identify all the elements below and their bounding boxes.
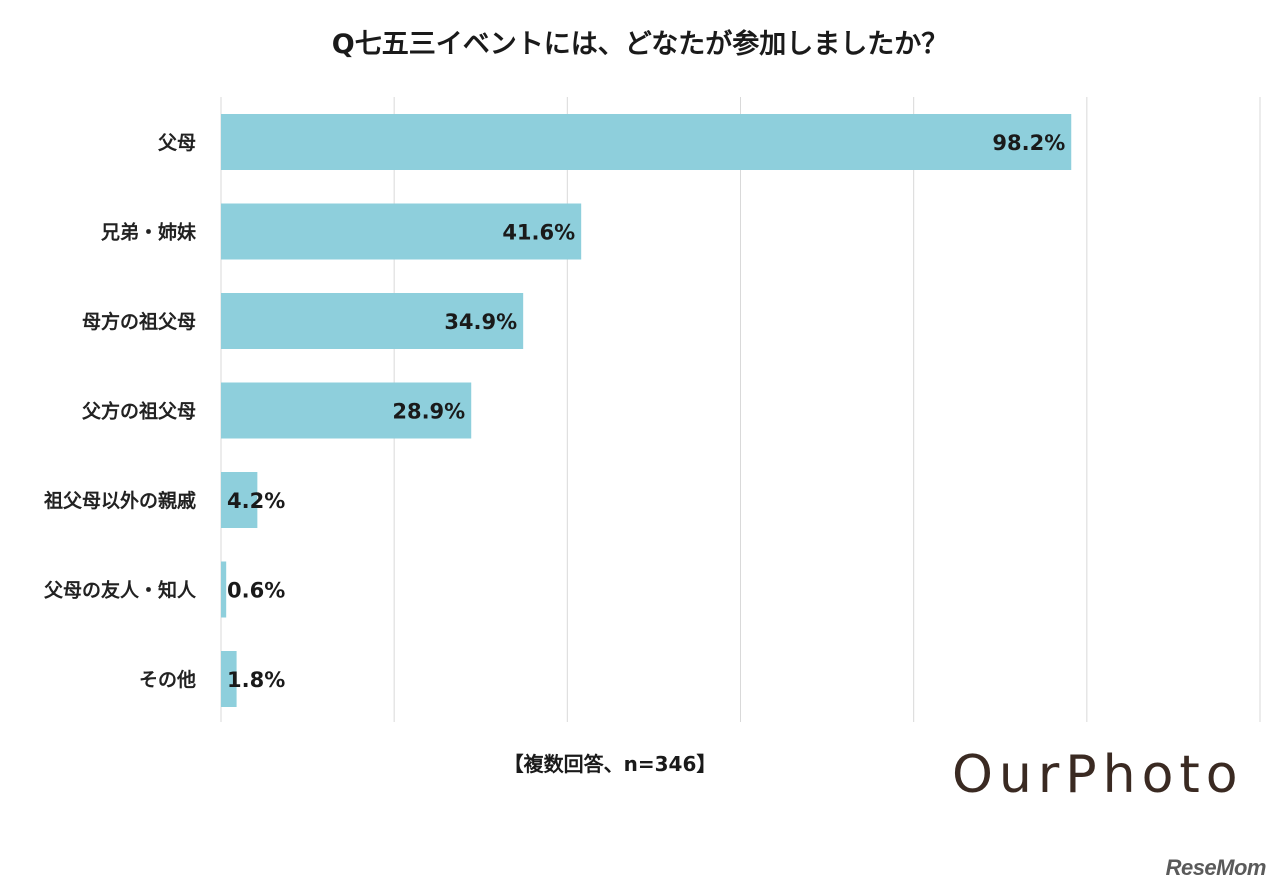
- value-label: 41.6%: [502, 221, 575, 245]
- category-label: その他: [139, 668, 196, 691]
- bar: [221, 651, 237, 707]
- value-label: 4.2%: [227, 489, 285, 513]
- category-label: 母方の祖父母: [82, 310, 196, 333]
- category-label: 父母: [157, 132, 196, 154]
- ourphoto-logo: OurPhoto: [952, 745, 1244, 805]
- bar: [221, 293, 524, 349]
- bar: [221, 114, 1072, 170]
- bar: [221, 382, 472, 439]
- bars: [221, 114, 1072, 707]
- chart-title: Q七五三イベントには、どなたが参加しましたか？: [331, 29, 949, 60]
- chart-note: 【複数回答、n=346】: [503, 752, 717, 776]
- labels: 父母 98.2% 兄弟・姉妹 41.6% 母方の祖父母 34.9% 父方の祖父母 28.9% 祖…: [43, 131, 1065, 692]
- category-label: 祖父母以外の親戚: [43, 489, 196, 512]
- value-label: 0.6%: [227, 579, 285, 603]
- category-label: 父方の祖父母: [81, 400, 196, 423]
- resemom-logo: ReseMom: [1165, 855, 1267, 880]
- bar: [221, 203, 582, 260]
- bar: [221, 561, 227, 618]
- bar: [221, 472, 258, 528]
- value-label: 28.9%: [392, 400, 465, 424]
- value-label: 34.9%: [444, 310, 517, 334]
- category-label: 兄弟・姉妹: [100, 221, 197, 244]
- category-label: 父母の友人・知人: [43, 579, 197, 602]
- value-label: 98.2%: [992, 131, 1065, 155]
- value-label: 1.8%: [227, 668, 285, 692]
